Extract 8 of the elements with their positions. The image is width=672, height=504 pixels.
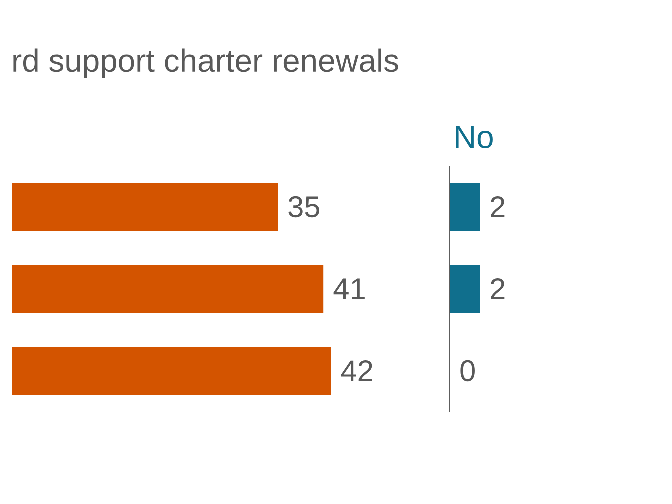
data-label: 2 xyxy=(491,196,505,218)
data-label: 0 xyxy=(460,360,475,382)
data-label: 41 xyxy=(334,278,365,300)
chart-title: rd support charter renewals xyxy=(14,48,398,78)
data-label: 42 xyxy=(341,360,372,382)
data-label: 2 xyxy=(491,278,505,300)
chart-title: No xyxy=(456,126,493,149)
data-label: 35 xyxy=(288,196,320,218)
